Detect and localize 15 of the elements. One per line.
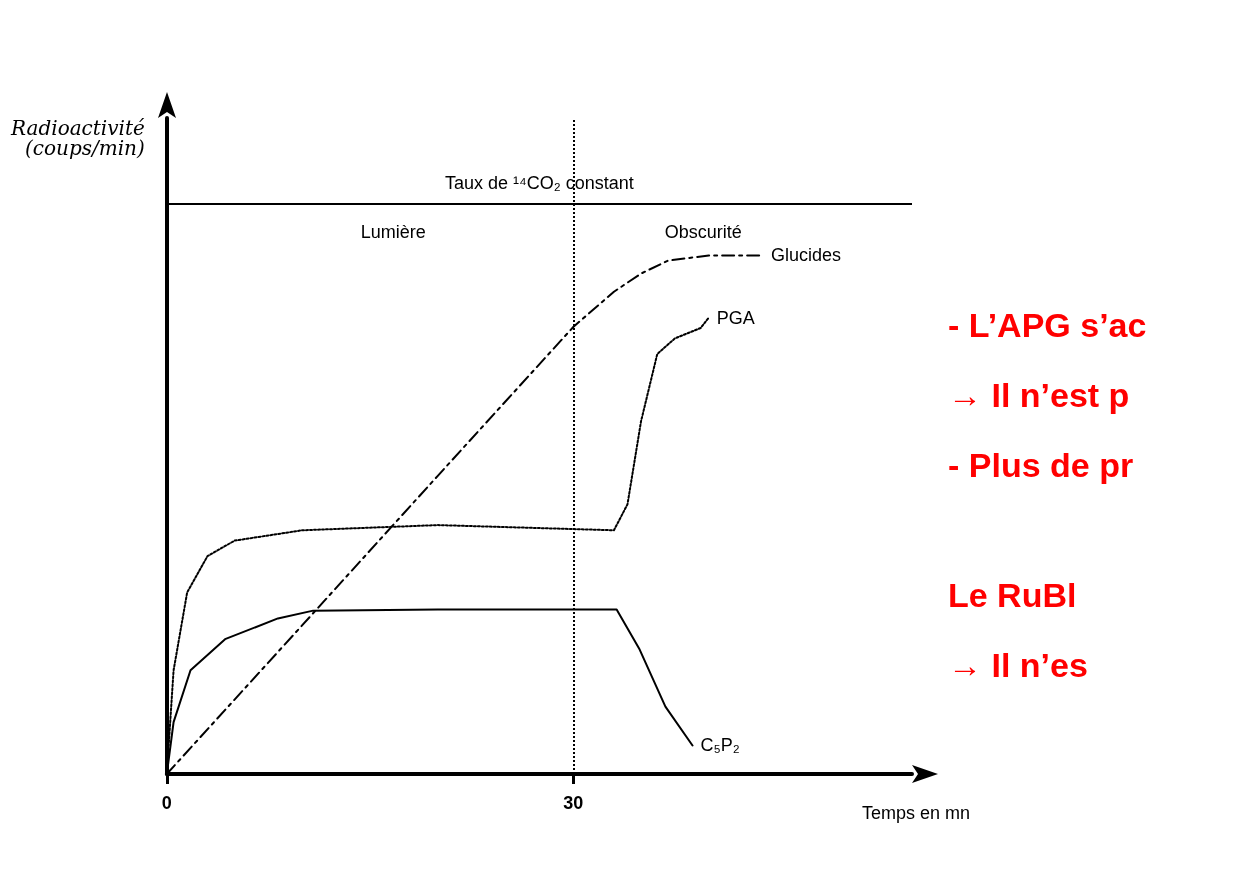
x-tick-label: 0: [161, 793, 172, 813]
series-label: C₅P₂: [700, 735, 740, 756]
y-axis-title: Radioactivité (coups/min): [10, 116, 145, 160]
x-axis-title: Temps en mn: [862, 803, 971, 823]
text: Lumière: [360, 221, 426, 242]
text: - L’APG s’ac: [948, 306, 1147, 344]
x-tick-label: 30: [563, 793, 584, 813]
text: Le RuBl: [948, 576, 1077, 614]
text: Obscurité: [664, 221, 742, 242]
series-label: Glucides: [770, 245, 841, 266]
series-label: PGA: [716, 307, 755, 328]
text: - Plus de pr: [948, 446, 1134, 484]
text: → Il n’es: [948, 646, 1088, 684]
ref-line-label: Taux de ¹⁴CO₂ constant: [445, 172, 634, 193]
text: → Il n’est p: [948, 376, 1130, 414]
